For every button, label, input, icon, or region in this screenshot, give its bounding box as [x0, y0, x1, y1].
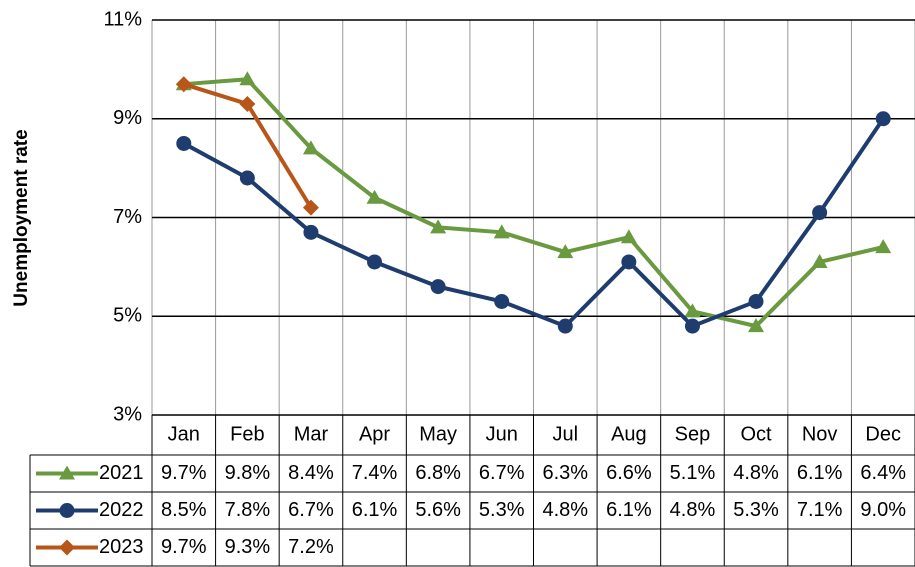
marker — [621, 254, 637, 270]
marker — [557, 318, 573, 334]
y-tick-label: 3% — [113, 403, 142, 425]
y-tick-label: 5% — [113, 305, 142, 327]
x-tick-label: Jul — [553, 423, 579, 445]
x-tick-label: Feb — [230, 423, 264, 445]
marker — [811, 253, 828, 268]
table-value: 6.4% — [860, 462, 906, 484]
table-value: 5.3% — [479, 499, 525, 521]
table-value: 7.2% — [288, 536, 334, 558]
marker — [557, 244, 574, 259]
marker — [494, 293, 510, 309]
marker — [59, 503, 75, 518]
marker — [684, 303, 701, 318]
marker — [812, 205, 828, 221]
table-value: 6.1% — [606, 499, 652, 521]
table-value: 5.6% — [415, 499, 461, 521]
table-value: 6.8% — [415, 462, 461, 484]
table-value: 5.1% — [670, 462, 716, 484]
table-value: 7.4% — [352, 462, 398, 484]
marker — [176, 135, 192, 151]
marker — [430, 279, 446, 295]
y-tick-label: 9% — [113, 107, 142, 129]
marker — [748, 293, 764, 309]
table-value: 6.1% — [797, 462, 843, 484]
x-tick-label: Sep — [675, 423, 711, 445]
y-tick-label: 11% — [103, 8, 142, 30]
marker — [239, 170, 255, 186]
table-value: 7.1% — [797, 499, 843, 521]
marker — [59, 465, 75, 480]
table-value: 9.7% — [161, 536, 207, 558]
x-tick-label: Jan — [168, 423, 200, 445]
table-value: 4.8% — [733, 462, 779, 484]
series-line — [182, 117, 885, 329]
table-value: 6.7% — [288, 499, 334, 521]
marker — [367, 254, 383, 270]
series-line — [183, 77, 884, 329]
marker — [620, 229, 637, 244]
x-tick-label: Nov — [802, 423, 838, 445]
table-value: 5.3% — [733, 499, 779, 521]
marker — [430, 219, 447, 234]
marker — [748, 318, 765, 333]
marker — [875, 239, 892, 254]
x-tick-label: Apr — [359, 423, 390, 445]
table-value: 8.5% — [161, 499, 207, 521]
legend-label: 2023 — [99, 536, 144, 558]
x-tick-label: Oct — [740, 423, 772, 445]
marker — [366, 189, 383, 204]
marker — [302, 140, 319, 155]
table-value: 6.6% — [606, 462, 652, 484]
table-value: 6.3% — [542, 462, 588, 484]
marker — [303, 224, 319, 240]
table-value: 4.8% — [542, 499, 588, 521]
x-tick-label: Aug — [611, 423, 647, 445]
y-tick-label: 7% — [113, 206, 142, 228]
y-axis-label: Unemployment rate — [11, 129, 32, 306]
x-tick-label: Dec — [865, 423, 901, 445]
table-value: 9.8% — [225, 462, 271, 484]
marker — [302, 199, 319, 216]
legend-label: 2022 — [99, 499, 144, 521]
table-value: 8.4% — [288, 462, 334, 484]
table-value: 9.0% — [860, 499, 906, 521]
table-value: 7.8% — [225, 499, 271, 521]
table-value: 9.7% — [161, 462, 207, 484]
marker — [175, 76, 192, 93]
marker — [239, 95, 256, 112]
table-value: 9.3% — [225, 536, 271, 558]
marker — [875, 111, 891, 127]
marker — [493, 224, 510, 239]
x-tick-label: Mar — [294, 423, 329, 445]
table-value: 6.7% — [479, 462, 525, 484]
marker — [59, 539, 75, 556]
legend-label: 2021 — [99, 462, 144, 484]
marker — [684, 318, 700, 334]
x-tick-label: May — [419, 423, 457, 445]
marker — [239, 71, 256, 86]
table-value: 6.1% — [352, 499, 398, 521]
table-value: 4.8% — [670, 499, 716, 521]
x-tick-label: Jun — [486, 423, 518, 445]
